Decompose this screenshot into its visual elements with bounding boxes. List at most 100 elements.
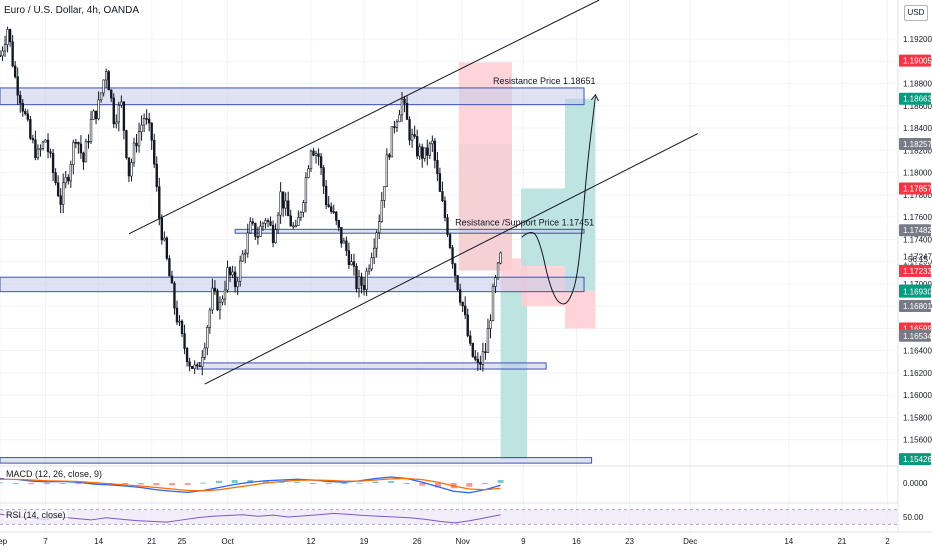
macd-histogram-bar bbox=[341, 483, 348, 485]
candle-body bbox=[92, 110, 95, 120]
y-tick-label: 1.15600 bbox=[903, 436, 932, 445]
candle-body bbox=[259, 225, 262, 237]
macd-histogram-bar bbox=[153, 483, 160, 486]
candle-body bbox=[77, 142, 80, 145]
candle-body bbox=[39, 148, 42, 150]
candle-body bbox=[208, 309, 212, 328]
candle-body bbox=[428, 143, 431, 156]
price-label: 1.16930 bbox=[899, 285, 932, 298]
y-tick-label: 1.16400 bbox=[903, 347, 932, 356]
y-tick-label: 1.15800 bbox=[903, 413, 932, 422]
candle-body bbox=[350, 261, 353, 265]
candle-body bbox=[142, 118, 146, 126]
macd-histogram-bar bbox=[388, 481, 395, 483]
candle-body bbox=[46, 139, 50, 153]
last-price-label: 1.17233 bbox=[903, 267, 932, 276]
candle-body bbox=[206, 327, 209, 349]
candle-body bbox=[62, 182, 65, 205]
candle-body bbox=[370, 257, 373, 270]
price-label-text: 1.16801 bbox=[903, 302, 932, 311]
price-label-bg bbox=[899, 137, 931, 150]
candle-body bbox=[431, 140, 434, 145]
x-tick-label: 7 bbox=[43, 537, 48, 546]
macd-histogram-bar bbox=[309, 483, 316, 484]
price-label-bg bbox=[899, 285, 931, 298]
macd-line bbox=[0, 476, 501, 494]
candle-body bbox=[160, 217, 163, 241]
price-label: 1.17247 bbox=[899, 250, 932, 263]
candle-body bbox=[451, 247, 454, 265]
candle-body bbox=[405, 103, 409, 120]
candle-body bbox=[365, 270, 368, 291]
candle-body bbox=[99, 92, 103, 101]
candle-body bbox=[246, 232, 249, 254]
x-tick-label: 21 bbox=[837, 537, 846, 546]
macd-histogram-bar bbox=[466, 483, 473, 487]
candle-body bbox=[469, 335, 472, 344]
candle-body bbox=[322, 167, 325, 187]
candle-body bbox=[294, 225, 297, 228]
candle-body bbox=[453, 263, 457, 276]
candle-body bbox=[261, 223, 265, 227]
price-label: 1.19005 bbox=[899, 54, 932, 67]
macd-label[interactable]: MACD (12, 26, close, 9) bbox=[4, 469, 105, 479]
candle-body bbox=[127, 157, 131, 177]
candle-body bbox=[175, 307, 179, 323]
candle-body bbox=[256, 236, 260, 238]
candle-body bbox=[120, 101, 123, 106]
candle-body bbox=[125, 130, 128, 159]
candle-body bbox=[49, 151, 52, 154]
candle-body bbox=[418, 146, 421, 157]
currency-badge[interactable]: USD bbox=[904, 5, 928, 21]
position-profit-zone bbox=[521, 188, 566, 267]
x-tick-label: 16 bbox=[572, 537, 581, 546]
candle-body bbox=[324, 185, 328, 206]
candle-body bbox=[496, 262, 500, 278]
candle-body bbox=[461, 301, 464, 307]
candle-body bbox=[284, 200, 287, 209]
price-label-bg bbox=[899, 182, 931, 195]
candle-body bbox=[302, 202, 305, 213]
candle-body bbox=[16, 76, 19, 96]
candle-body bbox=[231, 271, 234, 276]
candle-body bbox=[398, 114, 401, 123]
y-tick-label: 1.18200 bbox=[903, 146, 932, 155]
candle-body bbox=[69, 164, 72, 182]
zone-label: Resistance /Support Price 1.17451 bbox=[455, 217, 594, 227]
macd-histogram-bar bbox=[137, 483, 144, 485]
candle-body bbox=[426, 147, 429, 156]
candle-body bbox=[385, 154, 389, 187]
candle-body bbox=[180, 320, 184, 334]
candle-body bbox=[312, 150, 315, 156]
candle-body bbox=[486, 328, 490, 353]
candle-body bbox=[362, 285, 366, 291]
candle-body bbox=[36, 148, 40, 159]
candle-body bbox=[342, 240, 346, 244]
rsi-label[interactable]: RSI (14, close) bbox=[4, 510, 68, 520]
candle-body bbox=[433, 140, 437, 161]
macd-histogram-bar bbox=[43, 483, 50, 485]
symbol-title: Euro / U.S. Dollar, 4h, OANDA bbox=[4, 5, 140, 16]
candle-body bbox=[274, 229, 277, 243]
candle-body bbox=[105, 71, 108, 81]
candle-body bbox=[289, 215, 292, 227]
x-tick-label: 23 bbox=[625, 537, 634, 546]
candle-body bbox=[168, 258, 171, 277]
x-tick-label: Oct bbox=[221, 537, 234, 546]
candle-body bbox=[213, 287, 217, 292]
macd-histogram-bar bbox=[419, 483, 426, 486]
candle-body bbox=[223, 289, 227, 300]
x-tick-label: 19 bbox=[360, 537, 369, 546]
macd-histogram-bar bbox=[0, 482, 3, 484]
candle-body bbox=[84, 141, 88, 163]
macd-histogram-bar bbox=[262, 480, 269, 483]
x-tick-label: 14 bbox=[784, 537, 793, 546]
candle-body bbox=[244, 252, 247, 255]
candle-body bbox=[393, 126, 396, 128]
candle-body bbox=[304, 177, 308, 204]
channel-line bbox=[204, 133, 699, 385]
candle-body bbox=[238, 260, 242, 282]
macd-histogram-bar bbox=[184, 483, 191, 485]
